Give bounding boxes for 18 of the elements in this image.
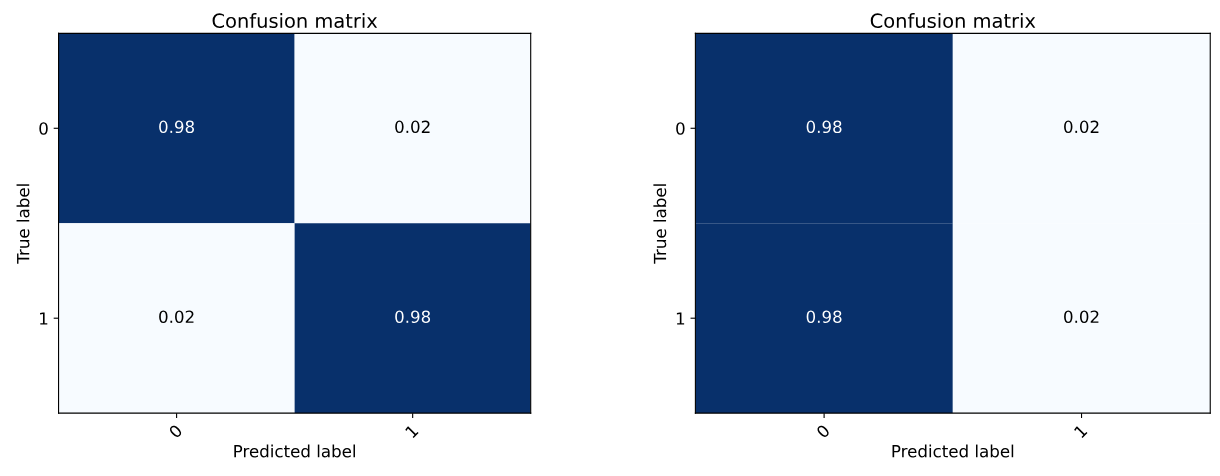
- data-label: 0.02: [1064, 120, 1099, 134]
- x-tick-label: 1: [404, 424, 419, 439]
- data-label: 0.98: [806, 120, 842, 134]
- x-tick-label: 0: [168, 423, 183, 439]
- y-axis-title: True label: [653, 184, 667, 264]
- data-label: 0.02: [395, 120, 430, 134]
- data-label: 0.02: [159, 310, 194, 324]
- x-axis-title: Predicted label: [234, 444, 355, 458]
- data-label: 0.98: [159, 120, 195, 134]
- x-axis-title: Predicted label: [892, 444, 1014, 458]
- data-label: 0.98: [395, 310, 431, 324]
- y-axis-title: True label: [16, 184, 30, 264]
- chart-title: Confusion matrix: [870, 12, 1036, 29]
- chart-title: Confusion matrix: [212, 12, 378, 29]
- data-label: 0.02: [1064, 310, 1099, 324]
- x-tick-label: 0: [815, 423, 831, 439]
- data-label: 0.98: [806, 310, 842, 324]
- x-tick-label: 1: [1073, 424, 1088, 439]
